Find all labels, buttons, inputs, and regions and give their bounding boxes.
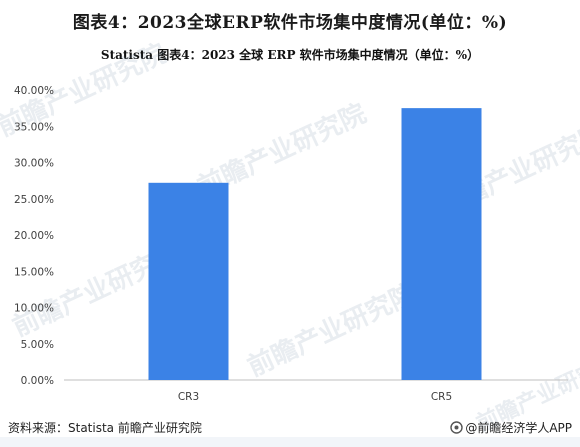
page-title: 图表4：2023全球ERP软件市场集中度情况(单位：%) xyxy=(72,13,508,33)
brand-credit: @前瞻经济学人APP xyxy=(450,419,572,436)
chart-title: Statista 图表4：2023 全球 ERP 软件市场集中度情况（单位：%） xyxy=(100,48,480,62)
x-tick-label: CR3 xyxy=(178,391,199,403)
y-tick-label: 40.00% xyxy=(14,85,54,97)
y-tick-label: 30.00% xyxy=(14,158,54,170)
y-tick-label: 0.00% xyxy=(21,375,54,387)
brand-logo-icon xyxy=(450,421,464,434)
y-tick-label: 5.00% xyxy=(21,339,54,351)
brand-label: @前瞻经济学人APP xyxy=(465,421,572,435)
y-tick-label: 15.00% xyxy=(14,266,54,278)
y-tick-label: 20.00% xyxy=(14,230,54,242)
footer-band xyxy=(0,437,580,447)
y-tick-label: 25.00% xyxy=(14,194,54,206)
bar-cr5 xyxy=(401,108,482,380)
source-note: 资料来源：Statista 前瞻产业研究院 xyxy=(8,421,202,435)
y-tick-label: 10.00% xyxy=(14,303,54,315)
bar-cr3 xyxy=(148,182,229,380)
y-tick-label: 35.00% xyxy=(14,121,54,133)
x-tick-label: CR5 xyxy=(431,391,452,403)
